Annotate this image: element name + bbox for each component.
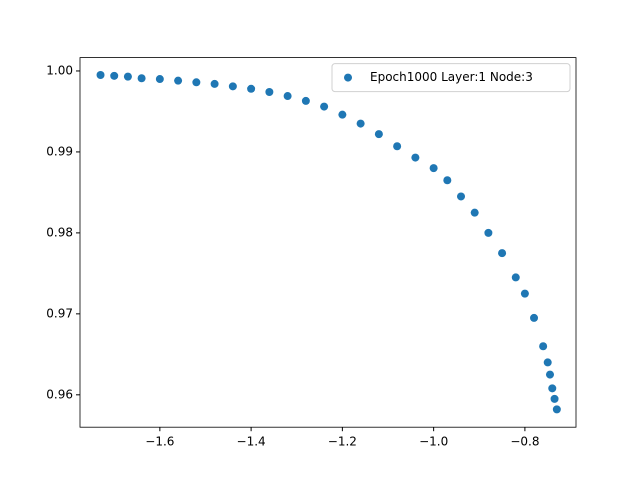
plot-frame xyxy=(79,57,577,428)
point xyxy=(520,289,529,298)
point xyxy=(498,249,507,258)
point xyxy=(174,76,183,85)
point xyxy=(539,342,548,351)
point xyxy=(530,313,539,322)
legend-marker xyxy=(344,73,352,82)
point xyxy=(411,153,420,162)
point xyxy=(283,92,292,101)
point xyxy=(552,405,561,414)
point xyxy=(356,119,365,128)
point xyxy=(210,79,219,88)
point xyxy=(137,74,146,83)
point xyxy=(543,358,552,367)
point xyxy=(511,273,520,282)
y-tick-label: 1.00 xyxy=(46,63,73,77)
legend-label: Epoch1000 Layer:1 Node:3 xyxy=(370,70,533,84)
point xyxy=(550,394,559,403)
x-tick-label: −1.2 xyxy=(328,435,357,449)
point xyxy=(374,130,383,139)
point xyxy=(155,75,164,84)
point xyxy=(457,192,466,201)
point xyxy=(545,370,554,379)
point xyxy=(247,84,256,93)
y-tick-label: 0.96 xyxy=(46,387,73,401)
x-tick-label: −1.6 xyxy=(145,435,174,449)
point xyxy=(548,384,557,393)
x-tick-label: −1.0 xyxy=(419,435,448,449)
point xyxy=(484,228,493,237)
y-tick-label: 0.97 xyxy=(46,306,73,320)
point xyxy=(228,82,237,91)
y-tick-label: 0.99 xyxy=(46,144,73,158)
point xyxy=(320,102,329,111)
point xyxy=(443,176,452,185)
point xyxy=(470,208,479,217)
point xyxy=(123,72,132,81)
x-tick-label: −0.8 xyxy=(510,435,539,449)
legend-box xyxy=(331,63,571,93)
point xyxy=(301,96,310,105)
point xyxy=(393,142,402,151)
point xyxy=(429,164,438,173)
y-tick-label: 0.98 xyxy=(46,225,73,239)
point xyxy=(110,71,119,80)
point xyxy=(338,110,347,119)
point xyxy=(192,78,201,87)
x-tick-label: −1.4 xyxy=(237,435,266,449)
point xyxy=(96,71,105,80)
point xyxy=(265,88,274,97)
